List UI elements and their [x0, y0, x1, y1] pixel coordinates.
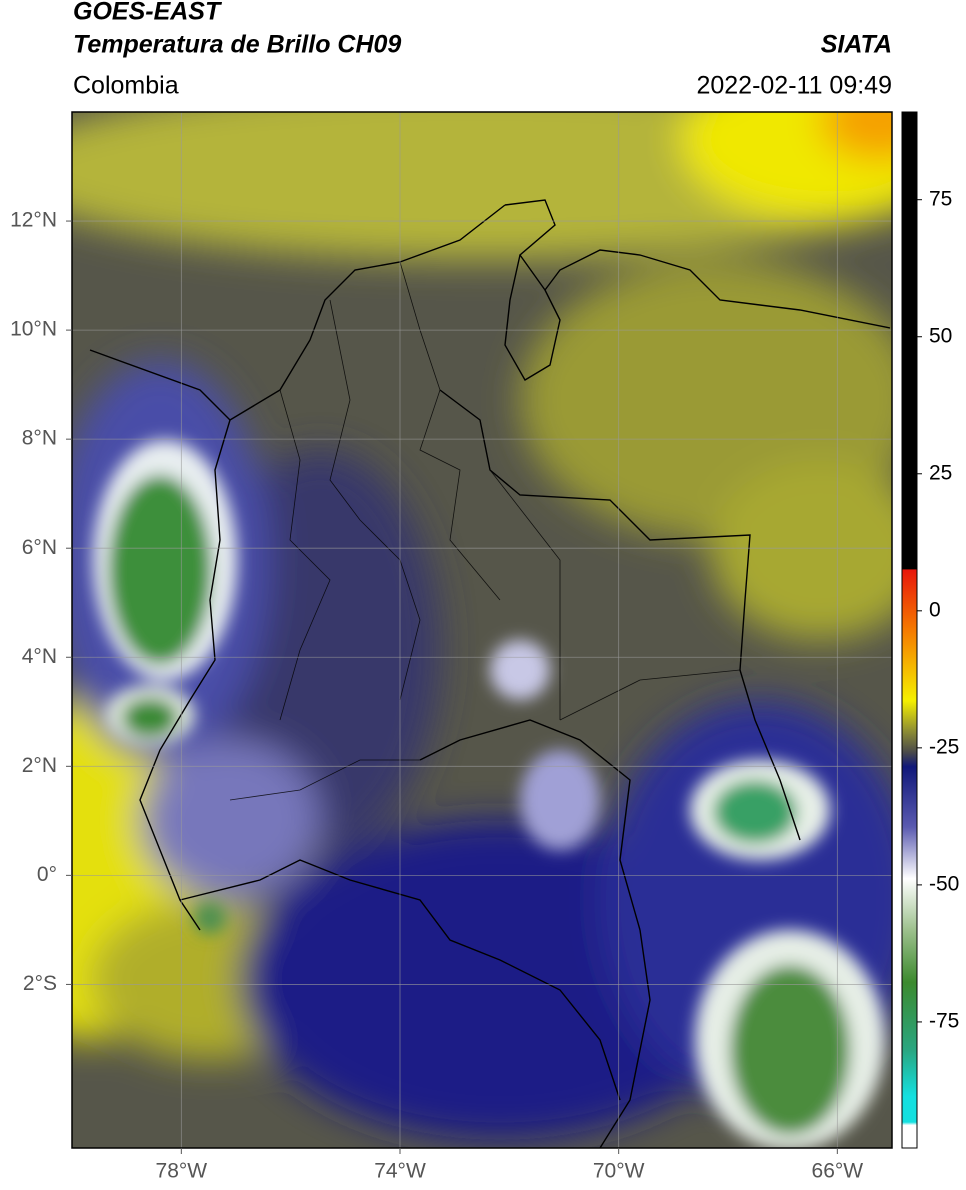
colorbar-tick-label: 0 [929, 598, 941, 621]
y-tick-label: 12°N [10, 209, 57, 232]
colorbar-tick-label: -25 [929, 735, 959, 758]
y-tick-label: 2°S [23, 972, 57, 995]
x-tick-label: 74°W [374, 1160, 426, 1183]
title-line2: Temperatura de Brillo CH09 [73, 31, 401, 59]
x-tick-label: 66°W [812, 1160, 864, 1183]
y-tick-label: 2°N [22, 754, 57, 777]
title-line1: GOES-EAST [73, 0, 223, 26]
y-tick-label: 10°N [10, 318, 57, 341]
colorbar-tick-label: 50 [929, 324, 952, 347]
source: SIATA [821, 31, 892, 59]
colorbar-tick-label: 75 [929, 187, 952, 210]
map-frame [71, 111, 893, 1149]
colorbar [901, 111, 918, 1149]
region: Colombia [73, 72, 179, 100]
y-tick-label: 8°N [22, 427, 57, 450]
x-tick-label: 70°W [593, 1160, 645, 1183]
y-tick-label: 4°N [22, 645, 57, 668]
y-tick-label: 0° [37, 863, 57, 886]
datetime: 2022-02-11 09:49 [696, 72, 892, 100]
colorbar-tick-label: -50 [929, 872, 959, 895]
colorbar-tick-label: -75 [929, 1009, 959, 1032]
x-tick-label: 78°W [156, 1160, 208, 1183]
satellite-image [72, 112, 892, 1148]
colorbar-tick-label: 25 [929, 461, 952, 484]
y-tick-label: 6°N [22, 536, 57, 559]
